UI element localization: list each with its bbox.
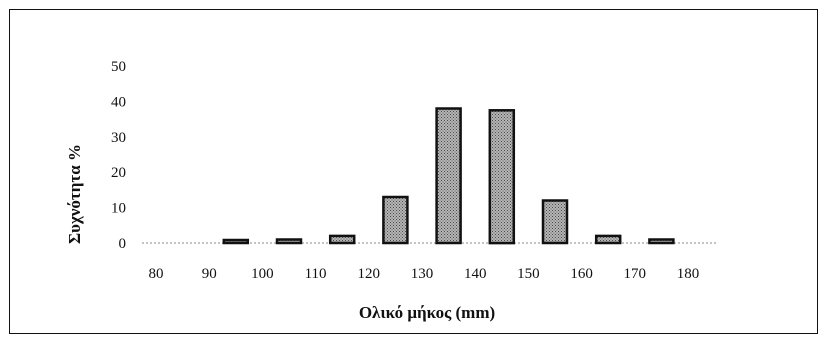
bar (488, 109, 516, 245)
bar (382, 195, 409, 245)
x-axis-title: Ολικό μήκος (mm) (359, 303, 495, 322)
bar (435, 107, 462, 245)
y-tick-label: 10 (111, 201, 126, 217)
x-tick-label: 100 (251, 266, 274, 282)
x-tick-labels: 80 90 100 110 120 130 140 150 160 170 180 (149, 266, 700, 282)
y-axis-title: Συχνότητα % (65, 144, 84, 244)
x-tick-label: 160 (570, 266, 593, 282)
x-tick-label: 180 (677, 266, 700, 282)
y-tick-label: 40 (111, 94, 126, 110)
y-tick-label: 30 (111, 130, 126, 146)
x-tick-label: 110 (305, 266, 327, 282)
bar (648, 238, 675, 245)
y-tick-label: 20 (111, 165, 126, 181)
x-tick-label: 120 (358, 266, 381, 282)
bar (328, 234, 356, 245)
bar (594, 234, 622, 245)
bar (541, 199, 569, 245)
x-tick-label: 170 (624, 266, 647, 282)
y-tick-label: 0 (119, 236, 127, 252)
y-tick-labels: 0 10 20 30 40 50 (111, 59, 126, 252)
x-tick-label: 150 (517, 266, 540, 282)
bar (275, 238, 303, 245)
y-tick-label: 50 (111, 59, 126, 75)
x-tick-label: 140 (464, 266, 487, 282)
x-tick-label: 90 (202, 266, 217, 282)
bars (222, 107, 675, 245)
chart-frame (9, 9, 818, 334)
x-tick-label: 80 (149, 266, 164, 282)
bar (222, 238, 250, 245)
x-tick-label: 130 (411, 266, 434, 282)
